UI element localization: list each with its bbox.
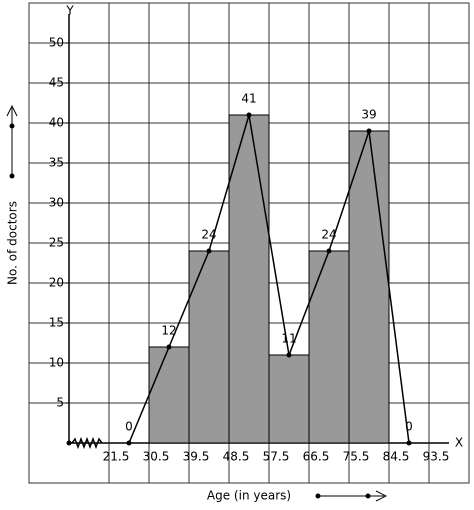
x-tick-label: 93.5	[423, 450, 450, 464]
y-tick-label: 20	[49, 276, 64, 290]
polygon-point	[326, 248, 332, 254]
polygon-point	[166, 344, 172, 350]
bar	[268, 354, 310, 444]
polygon-point	[366, 128, 372, 134]
point-label: 11	[281, 332, 296, 346]
x-tick-label: 39.5	[183, 450, 210, 464]
bar	[188, 250, 230, 444]
x-tick-label: 48.5	[223, 450, 250, 464]
frequency-polygon	[128, 114, 410, 444]
y-tick-label: 5	[56, 396, 64, 410]
polygon-point	[246, 112, 252, 118]
polygon-point	[206, 248, 212, 254]
y-tick-label: 35	[49, 156, 64, 170]
point-label: 0	[405, 420, 413, 434]
bar	[348, 130, 390, 444]
bar	[148, 346, 190, 444]
origin-dot	[66, 440, 72, 446]
x-tick-label: 84.5	[383, 450, 410, 464]
y-tick-label: 45	[49, 76, 64, 90]
y-tick-label: 15	[49, 316, 64, 330]
polygon-point	[406, 440, 412, 446]
point-label: 24	[201, 228, 216, 242]
arrow-decor	[6, 104, 388, 502]
y-tick-label: 10	[49, 356, 64, 370]
x-tick-label: 66.5	[303, 450, 330, 464]
bar	[228, 114, 270, 444]
x-tick-label: 57.5	[263, 450, 290, 464]
y-tick-label: 25	[49, 236, 64, 250]
y-axis-title: No. of doctors	[6, 201, 20, 285]
x-tick-label: 30.5	[143, 450, 170, 464]
polygon-point	[126, 440, 132, 446]
point-label: 39	[361, 108, 376, 122]
x-tick-label: 21.5	[103, 450, 130, 464]
x-tick-label: 75.5	[343, 450, 370, 464]
polygon-point	[286, 352, 292, 358]
bar	[308, 250, 350, 444]
x-axis-name: X	[455, 436, 463, 450]
y-axis-name: Y	[65, 4, 74, 18]
point-label: 41	[241, 92, 256, 106]
point-label: 24	[321, 228, 336, 242]
y-tick-label: 30	[49, 196, 64, 210]
y-tick-label: 40	[49, 116, 64, 130]
point-label: 12	[161, 324, 176, 338]
point-label: 0	[125, 420, 133, 434]
x-axis-title: Age (in years)	[207, 489, 291, 503]
y-tick-label: 50	[49, 36, 64, 50]
